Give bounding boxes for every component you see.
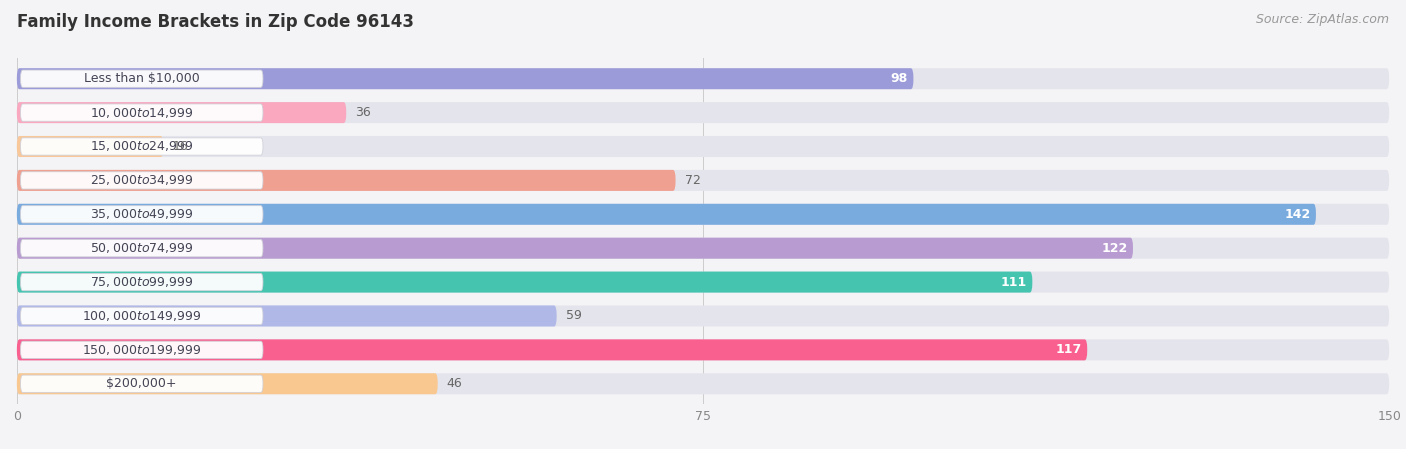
FancyBboxPatch shape (21, 273, 263, 291)
FancyBboxPatch shape (17, 136, 163, 157)
FancyBboxPatch shape (17, 373, 437, 394)
Text: 36: 36 (356, 106, 371, 119)
Text: 98: 98 (890, 72, 908, 85)
FancyBboxPatch shape (21, 375, 263, 392)
Text: $75,000 to $99,999: $75,000 to $99,999 (90, 275, 194, 289)
FancyBboxPatch shape (21, 307, 263, 325)
Text: Family Income Brackets in Zip Code 96143: Family Income Brackets in Zip Code 96143 (17, 13, 413, 31)
Text: 72: 72 (685, 174, 700, 187)
FancyBboxPatch shape (17, 339, 1389, 361)
Text: 117: 117 (1056, 343, 1081, 357)
Text: $15,000 to $24,999: $15,000 to $24,999 (90, 140, 194, 154)
FancyBboxPatch shape (17, 238, 1389, 259)
Text: $100,000 to $149,999: $100,000 to $149,999 (82, 309, 201, 323)
Text: 46: 46 (447, 377, 463, 390)
FancyBboxPatch shape (17, 339, 1087, 361)
Text: $200,000+: $200,000+ (107, 377, 177, 390)
FancyBboxPatch shape (17, 170, 675, 191)
Text: $35,000 to $49,999: $35,000 to $49,999 (90, 207, 194, 221)
FancyBboxPatch shape (21, 70, 263, 88)
Text: $50,000 to $74,999: $50,000 to $74,999 (90, 241, 194, 255)
FancyBboxPatch shape (17, 102, 346, 123)
FancyBboxPatch shape (21, 239, 263, 257)
Text: Less than $10,000: Less than $10,000 (84, 72, 200, 85)
FancyBboxPatch shape (21, 172, 263, 189)
FancyBboxPatch shape (21, 104, 263, 121)
FancyBboxPatch shape (17, 272, 1032, 293)
Text: 142: 142 (1284, 208, 1310, 221)
FancyBboxPatch shape (17, 68, 914, 89)
FancyBboxPatch shape (17, 170, 1389, 191)
FancyBboxPatch shape (17, 136, 1389, 157)
FancyBboxPatch shape (17, 204, 1316, 225)
Text: 59: 59 (565, 309, 582, 322)
FancyBboxPatch shape (17, 305, 557, 326)
FancyBboxPatch shape (21, 341, 263, 358)
Text: 111: 111 (1001, 276, 1026, 289)
FancyBboxPatch shape (21, 138, 263, 155)
FancyBboxPatch shape (17, 373, 1389, 394)
FancyBboxPatch shape (17, 272, 1389, 293)
FancyBboxPatch shape (17, 68, 1389, 89)
FancyBboxPatch shape (17, 102, 1389, 123)
Text: $10,000 to $14,999: $10,000 to $14,999 (90, 106, 194, 119)
Text: $150,000 to $199,999: $150,000 to $199,999 (82, 343, 201, 357)
FancyBboxPatch shape (17, 305, 1389, 326)
Text: $25,000 to $34,999: $25,000 to $34,999 (90, 173, 194, 187)
FancyBboxPatch shape (17, 204, 1389, 225)
FancyBboxPatch shape (21, 206, 263, 223)
FancyBboxPatch shape (17, 238, 1133, 259)
Text: 16: 16 (173, 140, 188, 153)
Text: 122: 122 (1101, 242, 1128, 255)
Text: Source: ZipAtlas.com: Source: ZipAtlas.com (1256, 13, 1389, 26)
